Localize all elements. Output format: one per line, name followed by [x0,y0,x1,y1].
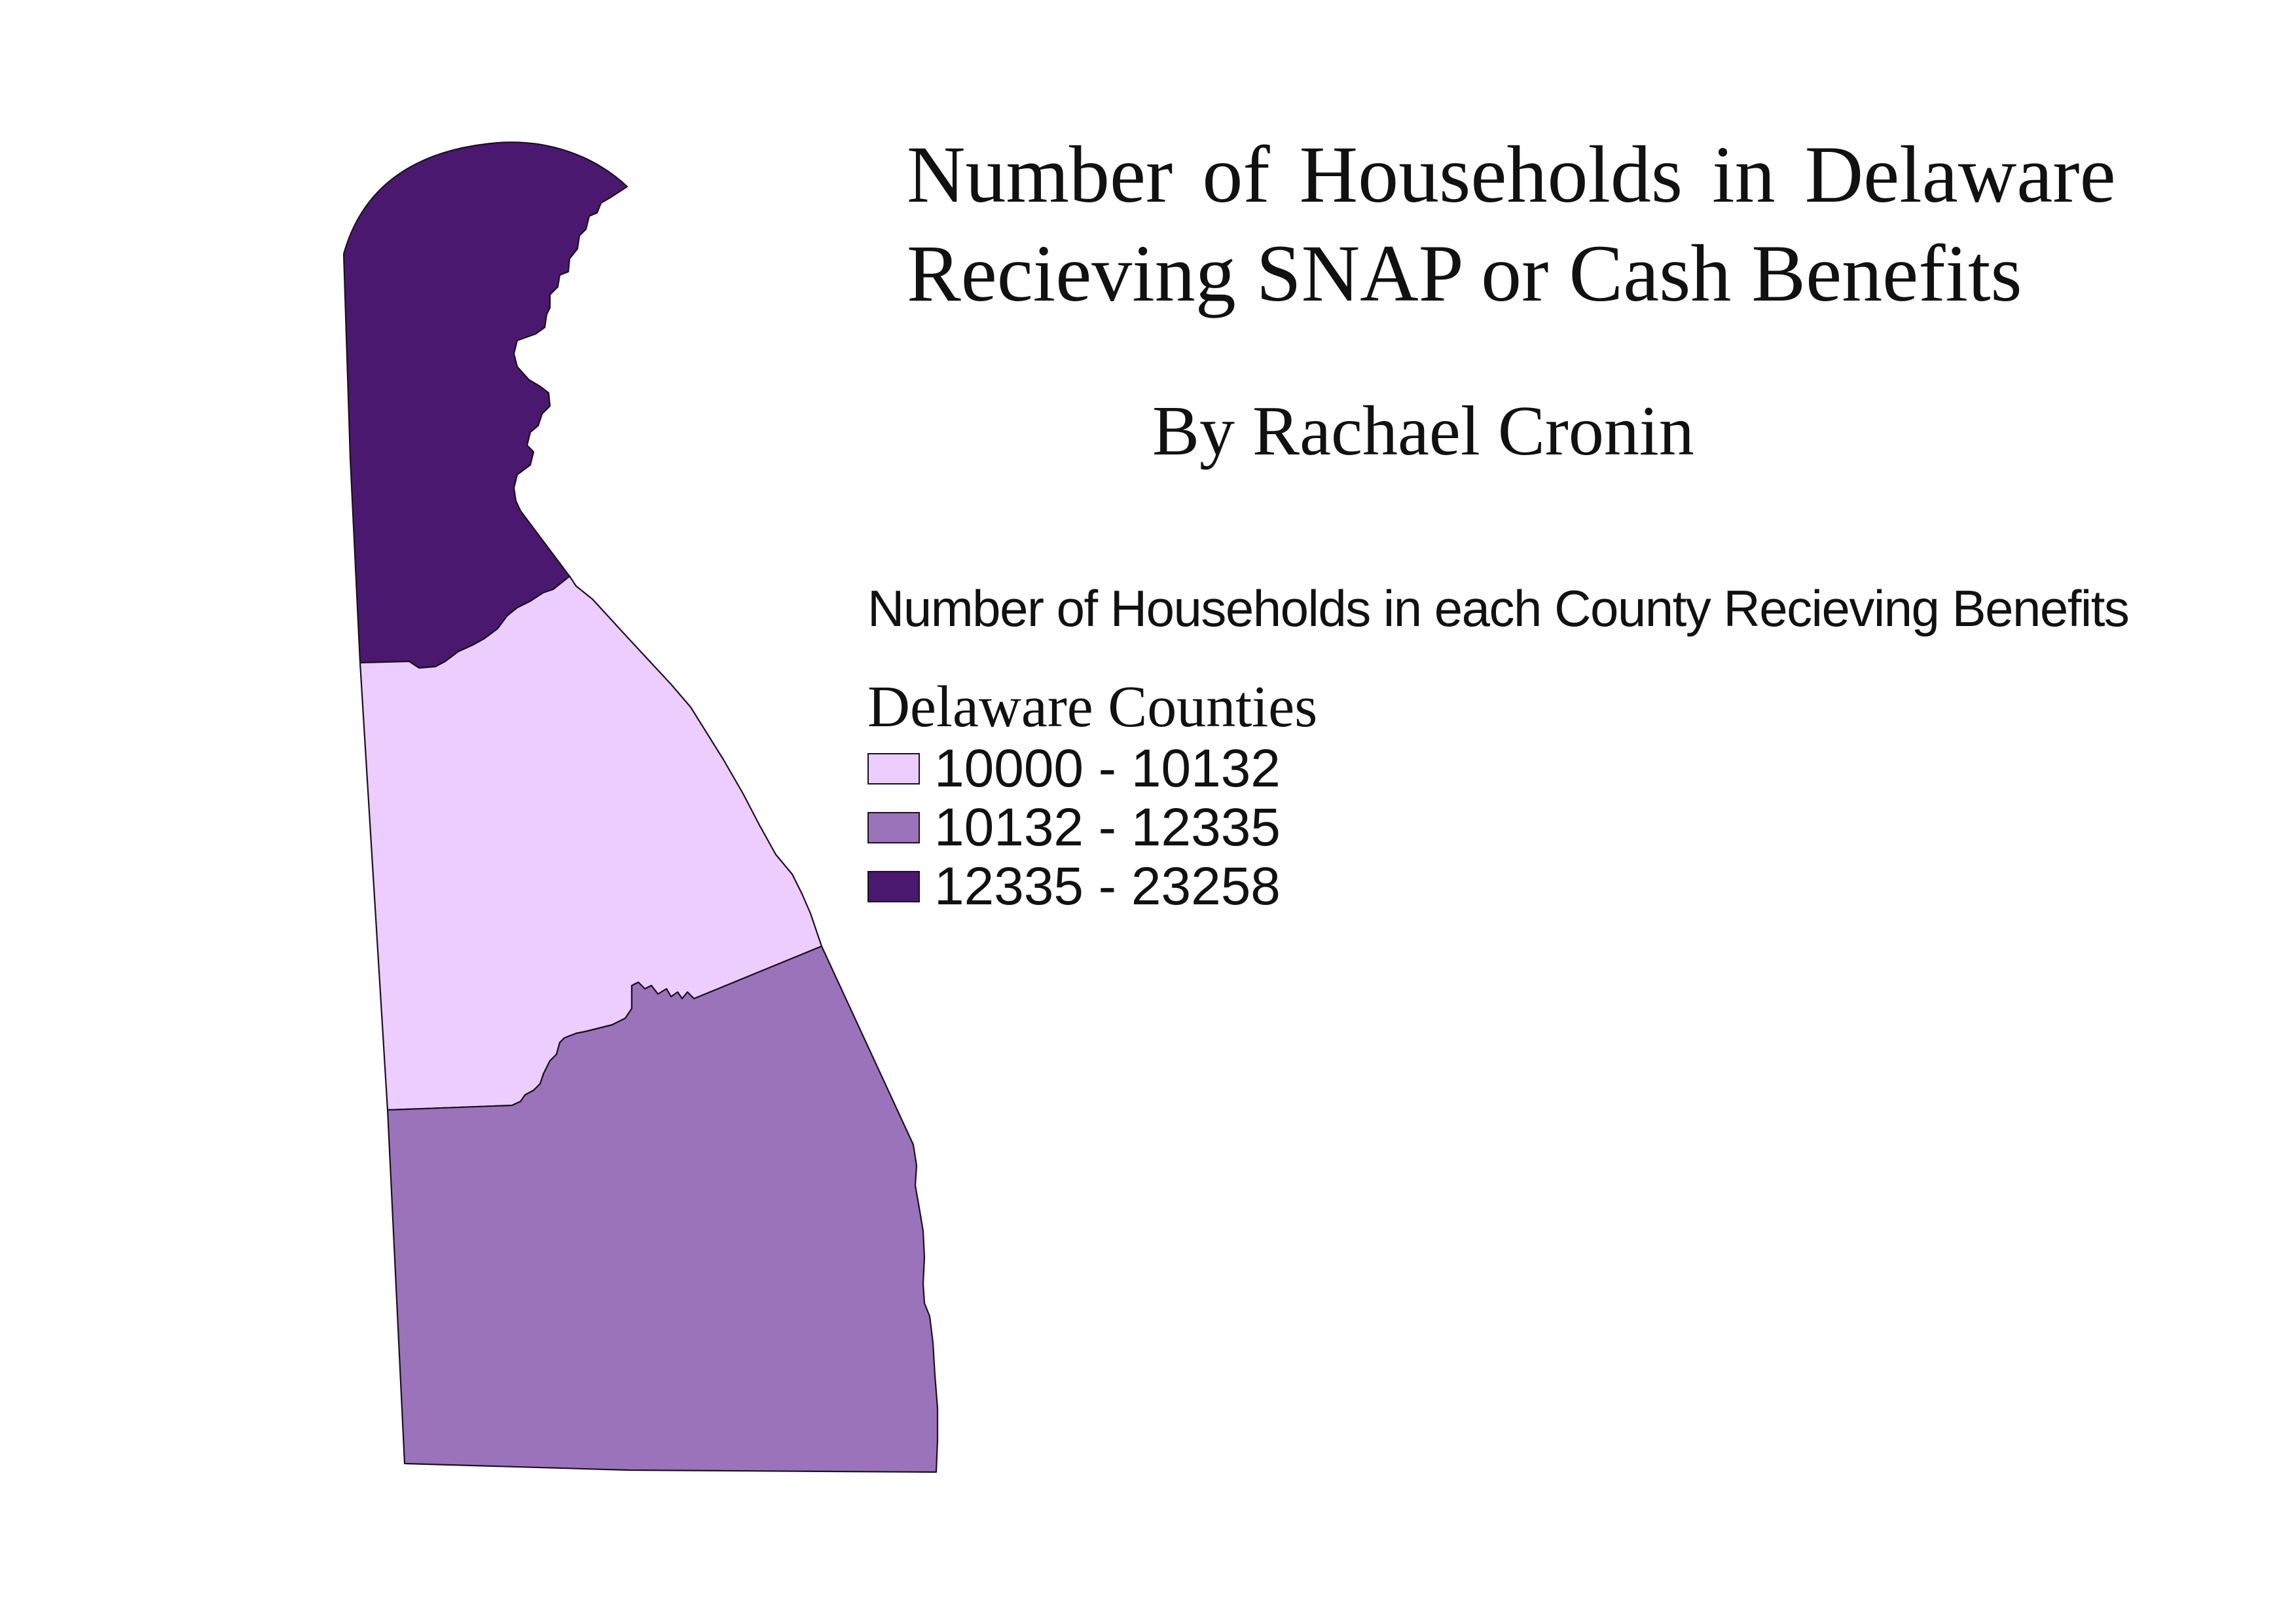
legend-item-class-3: 12335 - 23258 [867,860,1281,913]
legend-group-title: Delaware Counties [867,674,1318,739]
map-title-line-1: Number of Households in Delaware [907,130,2116,219]
map-title-line-2: Recieving SNAP or Cash Benefits [907,229,2022,318]
legend-label-class-2: 10132 - 12335 [934,798,1281,857]
legend-label-class-3: 12335 - 23258 [934,857,1281,916]
legend-label-class-1: 10000 - 10132 [934,739,1281,798]
legend-item-class-1: 10000 - 10132 [867,739,1281,798]
legend-item-class-2: 10132 - 12335 [867,798,1281,857]
legend-swatch-class-2 [867,812,920,843]
county-south[interactable] [386,945,939,1473]
author-byline: By Rachael Cronin [1152,392,1694,470]
county-north[interactable] [342,141,629,669]
legend-swatch-class-3 [867,871,920,902]
legend-heading: Number of Households in each County Reci… [867,580,2130,637]
legend-swatch-class-1 [867,753,920,784]
